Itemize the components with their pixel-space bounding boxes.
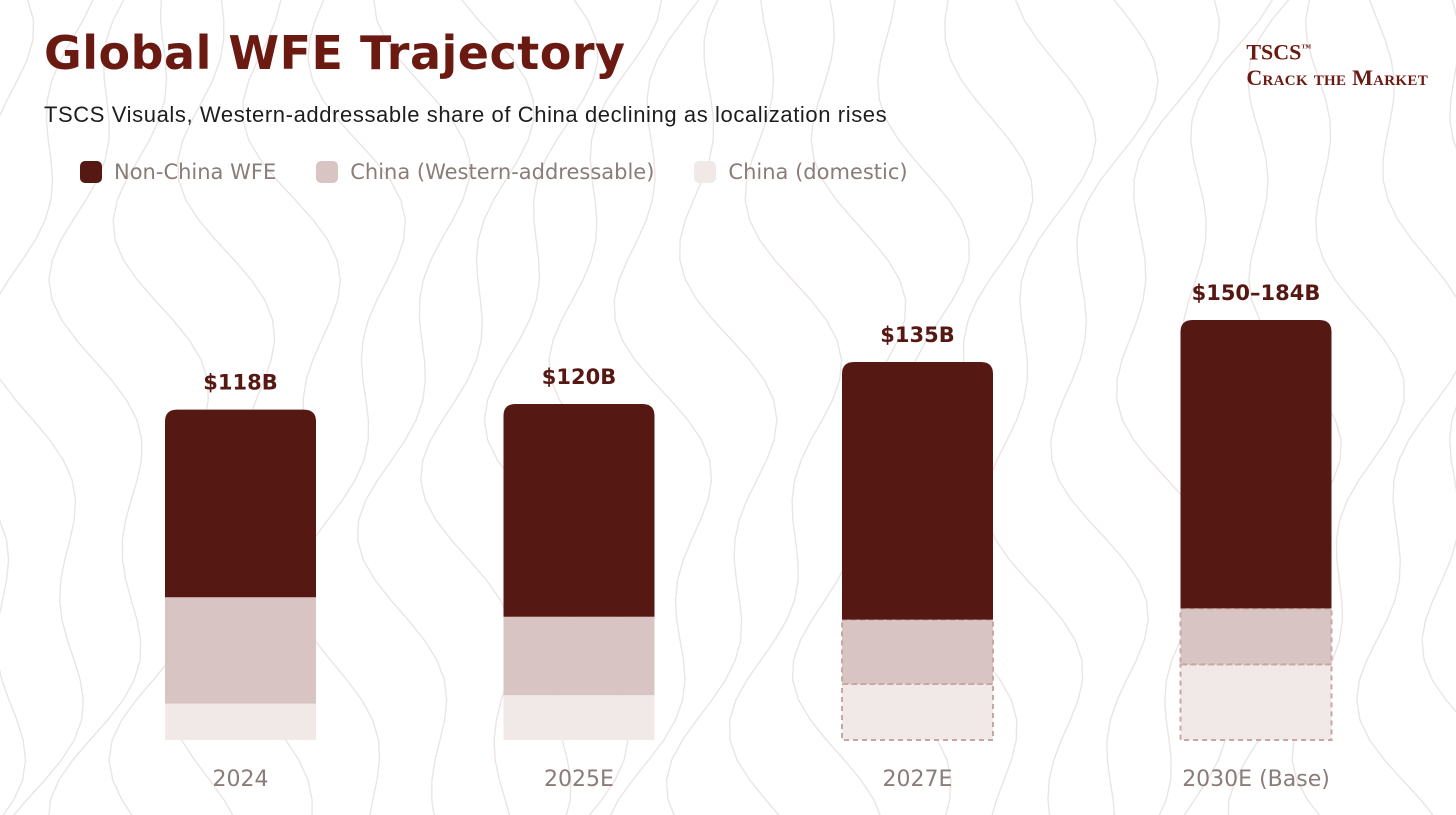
- category-label: 2027E: [883, 767, 953, 792]
- page-subtitle: TSCS Visuals, Western-addressable share …: [44, 102, 888, 127]
- legend-label-china-domestic: China (domestic): [728, 160, 908, 184]
- bar-segment-china-domestic: [841, 683, 994, 741]
- bar-segment-china-western: [1179, 607, 1333, 666]
- topo-line: [1116, 0, 1221, 815]
- legend-label-china-western: China (Western-addressable): [350, 160, 655, 184]
- brand-trademark: ™: [1301, 43, 1312, 54]
- topo-line: [0, 0, 35, 815]
- bar-segment-non-china: [503, 404, 655, 617]
- legend-swatch-non-china: [80, 161, 102, 183]
- bar-segment-china-domestic: [165, 703, 316, 740]
- bar-segment-china-western: [165, 597, 316, 704]
- bar-total-label: $150–184B: [1192, 281, 1321, 305]
- legend-swatch-china-western: [316, 161, 339, 183]
- brand-logo: TSCS™ Crack the Market: [1246, 36, 1428, 91]
- brand-tagline: Crack the Market: [1246, 65, 1428, 91]
- topo-line: [728, 0, 843, 815]
- topo-line: [609, 0, 713, 815]
- category-label: 2024: [213, 767, 269, 792]
- topo-line: [984, 0, 1097, 815]
- brand-name-line: TSCS™: [1246, 36, 1428, 65]
- bar-total-label: $120B: [542, 365, 616, 389]
- legend-label-non-china: Non-China WFE: [114, 160, 277, 184]
- topo-line: [1355, 0, 1456, 815]
- topo-line: [419, 0, 535, 815]
- topo-line: [1421, 0, 1456, 713]
- chart-legend: Non-China WFE China (Western-addressable…: [80, 160, 908, 184]
- legend-item-non-china: Non-China WFE: [80, 160, 276, 184]
- topo-line: [0, 0, 94, 815]
- bar-total-label: $135B: [880, 323, 954, 347]
- bar-segment-non-china: [842, 362, 993, 620]
- legend-item-china-western: China (Western-addressable): [316, 160, 654, 184]
- bar-segment-china-domestic: [503, 695, 655, 740]
- bar-segment-china-western: [841, 618, 994, 685]
- topo-line: [1050, 0, 1159, 815]
- bar-segment-china-western: [503, 616, 655, 696]
- brand-name: TSCS: [1246, 39, 1302, 65]
- category-label: 2025E: [544, 767, 614, 792]
- bar-segment-china-domestic: [1179, 663, 1333, 742]
- topo-line: [356, 0, 471, 815]
- legend-swatch-china-domestic: [694, 161, 717, 183]
- bar-total-label: $118B: [203, 371, 277, 395]
- topo-line: [665, 0, 778, 815]
- legend-item-china-domestic: China (domestic): [694, 160, 908, 184]
- category-label: 2030E (Base): [1182, 767, 1330, 792]
- bar-segment-non-china: [165, 409, 316, 598]
- topo-line: [48, 0, 143, 815]
- bar-segment-non-china: [1180, 320, 1332, 609]
- topo-line: [294, 0, 407, 815]
- page-title: Global WFE Trajectory: [44, 26, 626, 80]
